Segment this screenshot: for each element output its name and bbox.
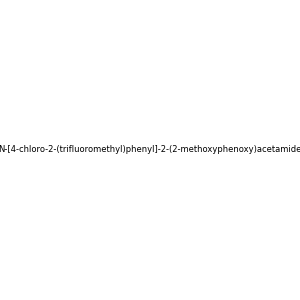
Text: N-[4-chloro-2-(trifluoromethyl)phenyl]-2-(2-methoxyphenoxy)acetamide: N-[4-chloro-2-(trifluoromethyl)phenyl]-2… <box>0 146 300 154</box>
